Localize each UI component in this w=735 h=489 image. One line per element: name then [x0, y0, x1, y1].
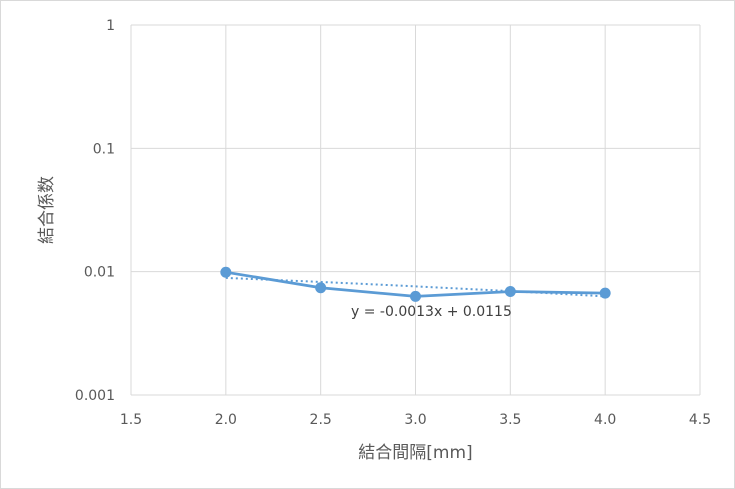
- y-tick-label: 1: [106, 18, 115, 34]
- y-tick-label: 0.001: [75, 388, 115, 404]
- x-tick-label: 3.5: [499, 412, 521, 428]
- x-tick-label: 4.5: [689, 412, 711, 428]
- gridlines: [130, 24, 701, 396]
- x-axis-title: 結合間隔[mm]: [358, 443, 472, 463]
- y-tick-label: 0.1: [93, 141, 115, 157]
- y-tick-label: 0.01: [84, 265, 115, 281]
- x-tick-label: 2.0: [215, 412, 237, 428]
- data-point: [315, 282, 327, 294]
- data-point: [504, 286, 516, 298]
- y-axis-title: 結合係数: [37, 176, 57, 244]
- x-tick-label: 2.5: [310, 412, 332, 428]
- x-tick-label: 3.0: [404, 412, 426, 428]
- x-tick-label: 1.5: [120, 412, 142, 428]
- data-point: [410, 290, 421, 302]
- x-tick-labels: 1.5 2.0 2.5 3.0 3.5 4.0 4.5: [120, 412, 711, 428]
- data-point: [220, 266, 232, 278]
- x-tick-label: 4.0: [594, 412, 616, 428]
- series-layer: [220, 266, 611, 302]
- trendline-equation: y = -0.0013x + 0.0115: [351, 304, 512, 320]
- y-tick-labels: 0.001 0.01 0.1 1: [75, 18, 115, 404]
- data-point: [599, 287, 611, 299]
